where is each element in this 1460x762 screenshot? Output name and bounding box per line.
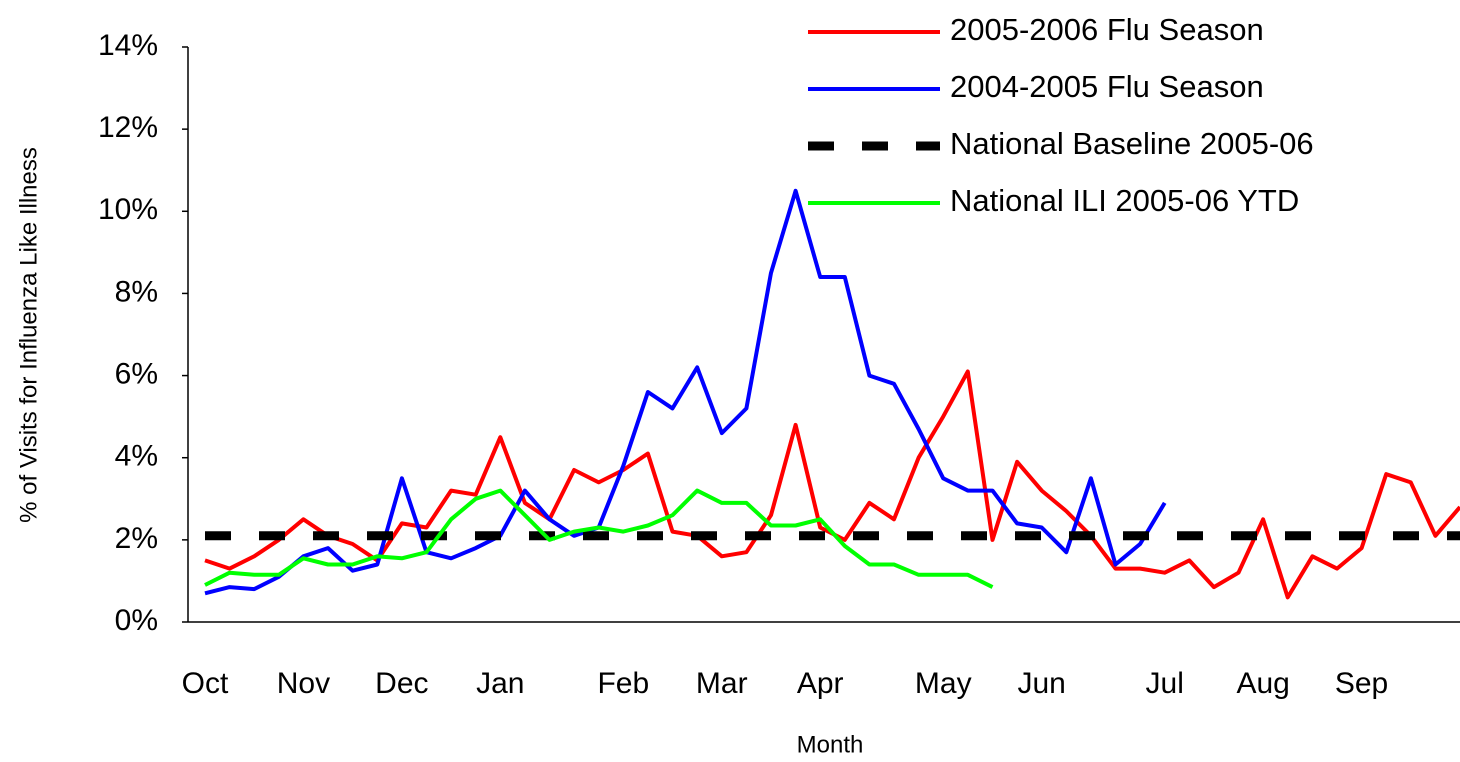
y-tick-label: 4% <box>115 440 158 473</box>
x-tick-label: Jun <box>1017 667 1065 700</box>
series-line <box>204 488 994 589</box>
x-tick-label: Nov <box>277 667 330 700</box>
x-tick-label: Apr <box>797 667 844 700</box>
x-tick-label: Aug <box>1236 667 1289 700</box>
y-tick-label: 14% <box>98 29 158 62</box>
x-tick-label: Sep <box>1335 667 1388 700</box>
x-tick-label: Feb <box>597 667 649 700</box>
x-tick-label: Dec <box>375 667 428 700</box>
y-tick-label: 6% <box>115 357 158 390</box>
legend-label: 2004-2005 Flu Season <box>950 69 1264 104</box>
y-tick-label: 10% <box>98 193 158 226</box>
y-tick-label: 0% <box>115 604 158 637</box>
x-tick-label: Jul <box>1146 667 1184 700</box>
x-tick-label: May <box>915 667 972 700</box>
series-line <box>204 188 1167 596</box>
y-tick-label: 2% <box>115 522 158 555</box>
legend-label: National Baseline 2005-06 <box>950 126 1314 161</box>
legend-label: National ILI 2005-06 YTD <box>950 183 1299 218</box>
y-axis-title: % of Visits for Influenza Like Illness <box>15 147 42 523</box>
series-line <box>204 369 1460 600</box>
x-tick-label: Oct <box>182 667 229 700</box>
y-tick-label: 12% <box>98 111 158 144</box>
x-axis-title: Month <box>797 731 864 758</box>
y-tick-label: 8% <box>115 275 158 308</box>
y-axis-title-group: % of Visits for Influenza Like Illness <box>15 147 42 523</box>
legend-label: 2005-2006 Flu Season <box>950 12 1264 47</box>
x-tick-label: Jan <box>476 667 524 700</box>
x-tick-label: Mar <box>696 667 748 700</box>
